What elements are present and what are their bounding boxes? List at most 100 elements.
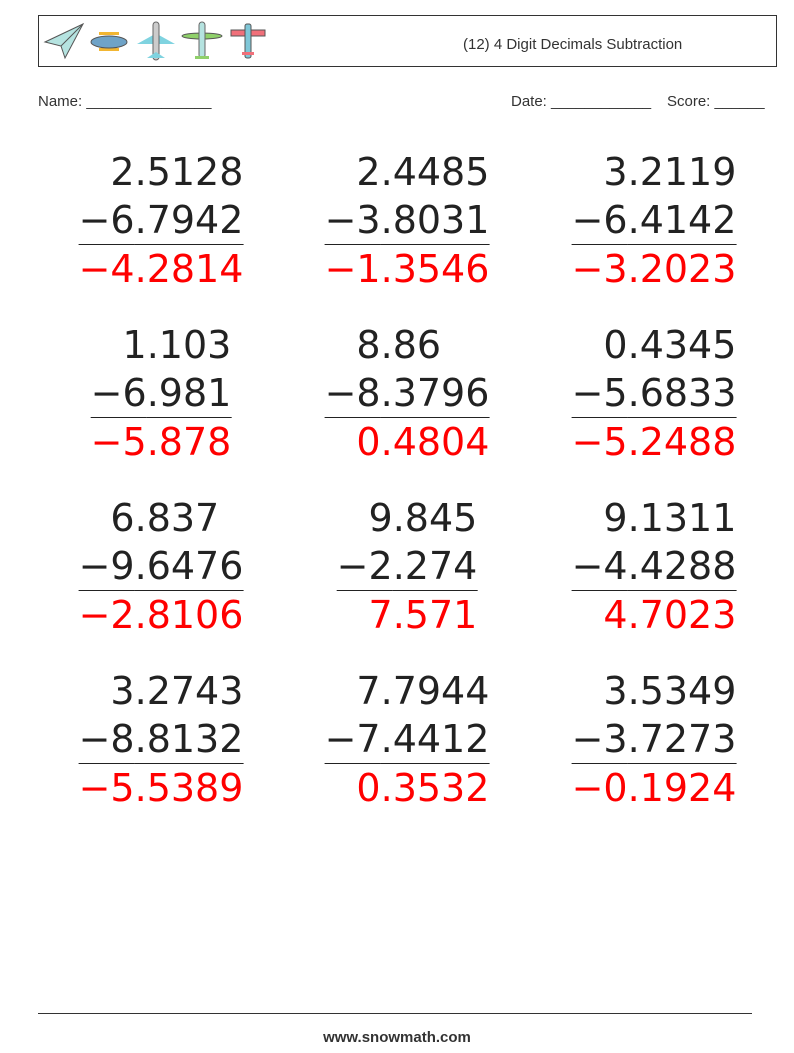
- problem-table: 2.4485 −3.8031 −1.3546: [324, 148, 490, 293]
- subtrahend-row: −3.8031: [325, 196, 490, 245]
- minuend-row: 3.2743: [79, 667, 244, 715]
- answer-fraction: .4804: [380, 417, 490, 466]
- problem-table: 3.2119 −6.4142 −3.2023: [571, 148, 737, 293]
- minuend-integer: 3: [110, 669, 135, 713]
- answer-row: −5.5389: [78, 763, 244, 812]
- problem: 9.845 −2.274 7.571: [336, 494, 478, 639]
- date-field: Date: ____________: [511, 93, 652, 110]
- minuend-integer: 3: [603, 150, 628, 194]
- subtrahend-row: −9.6476: [79, 542, 244, 591]
- airplane-icons: [43, 20, 269, 62]
- answer-fraction: .2023: [627, 244, 737, 293]
- problem: 2.4485 −3.8031 −1.3546: [324, 148, 490, 293]
- minuend-fraction: .5349: [627, 669, 737, 713]
- answer-integer: 0: [324, 763, 381, 812]
- problem: 2.5128 −6.7942 −4.2814: [78, 148, 244, 293]
- subtrahend-row: −7.4412: [325, 715, 490, 764]
- paper-plane-icon: [43, 22, 85, 60]
- problem-table: 7.7944 −7.4412 0.3532: [324, 667, 490, 812]
- answer-integer: 0: [324, 417, 381, 466]
- answer-integer: −5: [571, 417, 628, 466]
- minuend-fraction: .2119: [627, 150, 737, 194]
- minuend-row: 3.2119: [572, 148, 737, 196]
- worksheet-header: (12) 4 Digit Decimals Subtraction: [38, 15, 777, 67]
- answer-row: 0.3532: [324, 763, 490, 812]
- problem: 8.86 −8.3796 0.4804: [324, 321, 490, 466]
- subtrahend-fraction: .4412: [380, 717, 490, 761]
- minuend-row: 6.837: [79, 494, 244, 542]
- subtrahend-fraction: .3796: [380, 371, 490, 415]
- answer-fraction: .571: [392, 590, 478, 639]
- minuend-fraction: .4345: [627, 323, 737, 367]
- answer-integer: −5: [78, 763, 135, 812]
- problem-table: 8.86 −8.3796 0.4804: [324, 321, 490, 466]
- problem-table: 1.103 −6.981 −5.878: [90, 321, 232, 466]
- jet-plane-icon: [137, 21, 175, 61]
- minuend-fraction: .5128: [134, 150, 244, 194]
- problem-table: 0.4345 −5.6833 −5.2488: [571, 321, 737, 466]
- problem-table: 6.837 −9.6476 −2.8106: [78, 494, 244, 639]
- name-field: Name: _______________: [38, 93, 212, 110]
- minuend-row: 7.7944: [325, 667, 490, 715]
- subtrahend-integer: −6: [571, 198, 628, 242]
- problem-table: 9.1311 −4.4288 4.7023: [571, 494, 737, 639]
- answer-row: −5.878: [90, 417, 232, 466]
- footer-url: www.snowmath.com: [323, 1029, 471, 1046]
- subtrahend-row: −6.7942: [79, 196, 244, 245]
- minuend-integer: 1: [122, 323, 147, 367]
- minuend-row: 0.4345: [572, 321, 737, 369]
- answer-row: 4.7023: [571, 590, 737, 639]
- page-title: (12) 4 Digit Decimals Subtraction: [463, 36, 683, 53]
- problem: 3.2119 −6.4142 −3.2023: [571, 148, 737, 293]
- subtrahend-fraction: .4288: [627, 544, 737, 588]
- answer-row: −0.1924: [571, 763, 737, 812]
- minuend-fraction: .1311: [627, 496, 737, 540]
- minuend-fraction: .4485: [380, 150, 490, 194]
- subtrahend-integer: −3: [571, 717, 628, 761]
- subtrahend-integer: −2: [336, 544, 393, 588]
- minuend-integer: 7: [356, 669, 381, 713]
- answer-row: −5.2488: [571, 417, 737, 466]
- subtrahend-integer: −7: [324, 717, 381, 761]
- subtrahend-integer: −8: [324, 371, 381, 415]
- minuend-fraction: .845: [392, 496, 478, 540]
- problem: 7.7944 −7.4412 0.3532: [324, 667, 490, 812]
- minuend-fraction: .7944: [380, 669, 490, 713]
- answer-fraction: .1924: [627, 763, 737, 812]
- answer-fraction: .7023: [627, 590, 737, 639]
- footer-divider: [38, 1013, 752, 1014]
- answer-fraction: .2814: [134, 244, 244, 293]
- answer-integer: −4: [78, 244, 135, 293]
- answer-fraction: .5389: [134, 763, 244, 812]
- score-field: Score: ______: [667, 93, 765, 110]
- minuend-row: 1.103: [91, 321, 232, 369]
- subtrahend-fraction: .8031: [380, 198, 490, 242]
- minuend-fraction: .2743: [134, 669, 244, 713]
- minuend-row: 8.86: [325, 321, 490, 369]
- subtrahend-fraction: .7273: [627, 717, 737, 761]
- minuend-integer: 3: [603, 669, 628, 713]
- subtrahend-row: −8.8132: [79, 715, 244, 764]
- answer-row: −4.2814: [78, 244, 244, 293]
- subtrahend-row: −6.4142: [572, 196, 737, 245]
- answer-integer: −0: [571, 763, 628, 812]
- subtrahend-integer: −5: [571, 371, 628, 415]
- subtrahend-integer: −9: [78, 544, 135, 588]
- subtrahend-row: −5.6833: [572, 369, 737, 418]
- problem: 3.5349 −3.7273 −0.1924: [571, 667, 737, 812]
- problem-table: 3.2743 −8.8132 −5.5389: [78, 667, 244, 812]
- subtrahend-fraction: .4142: [627, 198, 737, 242]
- answer-integer: −1: [324, 244, 381, 293]
- subtrahend-fraction: .6476: [134, 544, 244, 588]
- subtrahend-fraction: .274: [392, 544, 478, 588]
- problem: 9.1311 −4.4288 4.7023: [571, 494, 737, 639]
- minuend-integer: 9: [603, 496, 628, 540]
- answer-fraction: .2488: [627, 417, 737, 466]
- subtrahend-integer: −4: [571, 544, 628, 588]
- subtrahend-fraction: .981: [146, 371, 232, 415]
- propeller-plane-icon: [181, 21, 223, 59]
- problem: 1.103 −6.981 −5.878: [90, 321, 232, 466]
- answer-integer: −3: [571, 244, 628, 293]
- biplane-icon: [90, 32, 128, 51]
